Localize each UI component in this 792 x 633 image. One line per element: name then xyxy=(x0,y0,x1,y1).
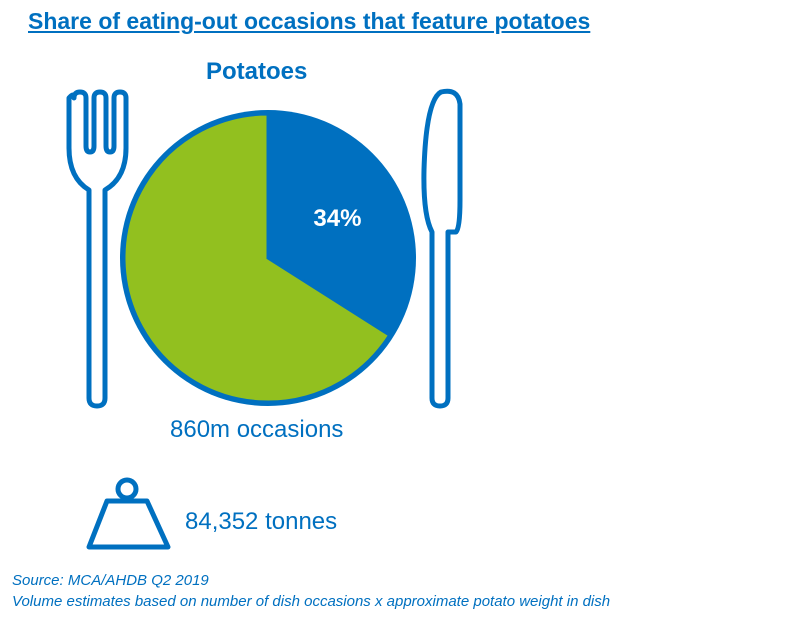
methodology-note: Volume estimates based on number of dish… xyxy=(12,593,611,610)
pie-slice-label-0: 34% xyxy=(313,205,361,232)
fork-icon xyxy=(66,89,129,409)
pie-chart: 34% xyxy=(120,110,416,406)
chart-title: Potatoes xyxy=(206,58,308,85)
page-title: Share of eating-out occasions that featu… xyxy=(28,8,591,34)
source-note: Source: MCA/AHDB Q2 2019 xyxy=(12,572,209,589)
pie-slice-1 xyxy=(122,112,392,404)
weight-icon xyxy=(86,477,171,550)
tonnes-amount: 84,352 tonnes xyxy=(185,508,338,535)
occasions-count: 860m occasions xyxy=(170,416,344,443)
knife-icon xyxy=(421,88,463,409)
